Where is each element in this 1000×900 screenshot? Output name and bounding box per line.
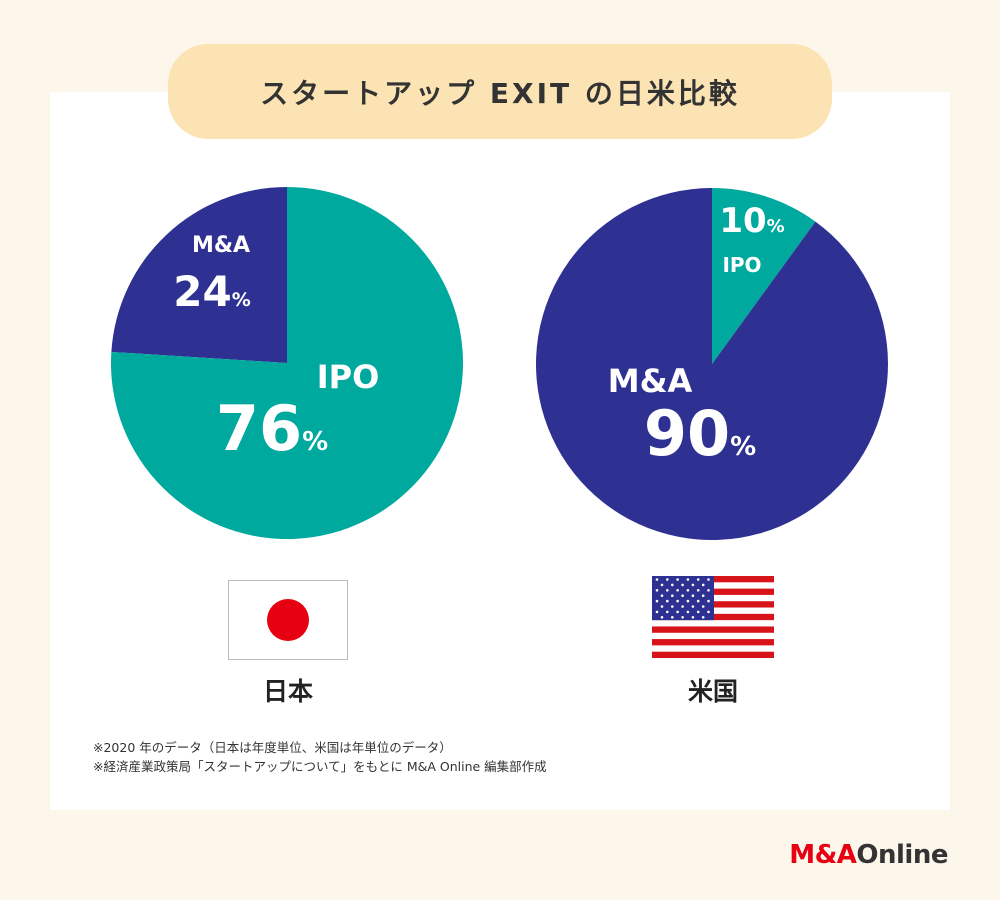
pie-slice-0-ipo: [111, 187, 463, 539]
slice-label-1-1: M&A: [608, 362, 693, 400]
brand-logo-online: Online: [856, 840, 948, 870]
pie-slice-0-ma: [111, 187, 288, 363]
slice-value-0-0: 24%: [173, 267, 251, 316]
slice-value-1-0: 10%: [719, 201, 784, 241]
japan-flag-icon: [228, 580, 348, 660]
country-label-us: 米国: [687, 677, 738, 706]
slice-label-0-1: IPO: [317, 358, 380, 396]
pie-slice-1-ma: [536, 188, 888, 540]
us-flag-icon: [652, 576, 774, 658]
slice-label-0-0: M&A: [192, 233, 250, 258]
footnote-period: ※2020 年のデータ（日本は年度単位、米国は年単位のデータ）: [93, 740, 452, 755]
footnotes: ※2020 年のデータ（日本は年度単位、米国は年単位のデータ） ※経済産業政策局…: [93, 738, 547, 776]
slice-value-1-1: 90%: [644, 397, 756, 470]
slice-value-0-1: 76%: [216, 392, 328, 465]
brand-logo-ma: M&A: [789, 840, 857, 870]
slice-label-1-0: IPO: [722, 253, 761, 277]
pie-slice-1-ipo: [712, 188, 816, 364]
chart-title: スタートアップ EXIT の日米比較: [168, 44, 832, 139]
country-label-japan: 日本: [262, 677, 313, 706]
brand-logo: M&AOnline: [789, 840, 948, 870]
footnote-source: ※経済産業政策局「スタートアップについて」をもとに M&A Online 編集部…: [93, 759, 547, 774]
